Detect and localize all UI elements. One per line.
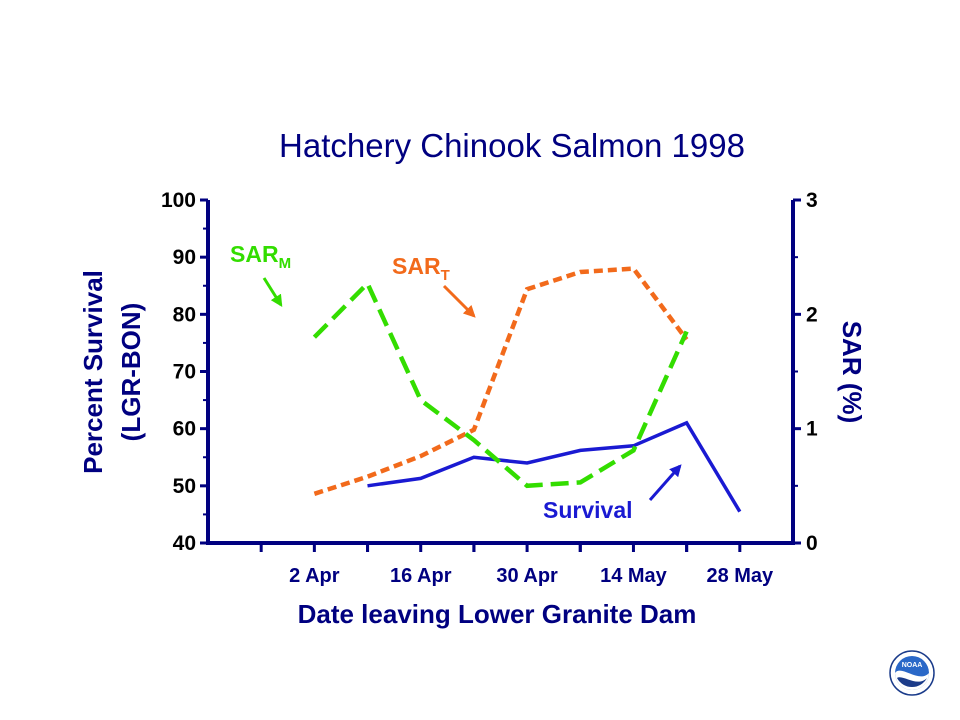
y-right-tick-label: 0 — [806, 532, 818, 555]
series-line-sar-t — [313, 266, 689, 496]
y-right-tick-label: 1 — [806, 418, 818, 441]
arrow-survival — [648, 464, 682, 501]
chart-title: Hatchery Chinook Salmon 1998 — [279, 127, 745, 164]
noaa-logo-icon: NOAA — [889, 650, 935, 696]
y-left-tick-label: 80 — [173, 303, 196, 326]
x-tick-label: 16 Apr — [390, 565, 452, 587]
arrow-sarm — [262, 277, 283, 308]
x-tick-label: 14 May — [600, 565, 668, 587]
x-tick-label: 2 Apr — [289, 565, 340, 587]
y-axis-left-label-line2: (LGR-BON) — [116, 303, 146, 442]
y-axis-right-label: SAR (%) — [837, 321, 867, 424]
y-left-tick-label: 70 — [173, 361, 196, 384]
x-tick-label: 28 May — [706, 565, 774, 587]
y-left-tick-label: 60 — [173, 418, 196, 441]
x-tick-label: 30 Apr — [496, 565, 558, 587]
y-left-tick-label: 50 — [173, 475, 196, 498]
arrow-sart — [442, 284, 476, 318]
y-right-tick-label: 3 — [806, 189, 818, 212]
annotation-sarm: SARM — [230, 241, 291, 272]
annotation-sart: SART — [392, 253, 450, 284]
ticks: 40 50 60 70 80 90 100 0 1 2 3 2 Apr 16 Apr 30 Apr 14 M… — [161, 189, 818, 587]
annotations: SARM SART Survival — [230, 241, 682, 523]
series-line-survival — [367, 420, 742, 513]
series-line-sar-m — [312, 279, 689, 489]
logo-text: NOAA — [902, 662, 923, 669]
series-group — [312, 266, 742, 513]
y-right-tick-label: 2 — [806, 303, 818, 326]
y-left-tick-label: 40 — [173, 532, 196, 555]
axes — [206, 200, 795, 545]
y-left-tick-label: 100 — [161, 189, 196, 212]
y-axis-left-label-line1: Percent Survival — [78, 270, 108, 474]
y-left-tick-label: 90 — [173, 246, 196, 269]
x-axis-label: Date leaving Lower Granite Dam — [298, 599, 697, 629]
annotation-survival: Survival — [543, 497, 633, 523]
